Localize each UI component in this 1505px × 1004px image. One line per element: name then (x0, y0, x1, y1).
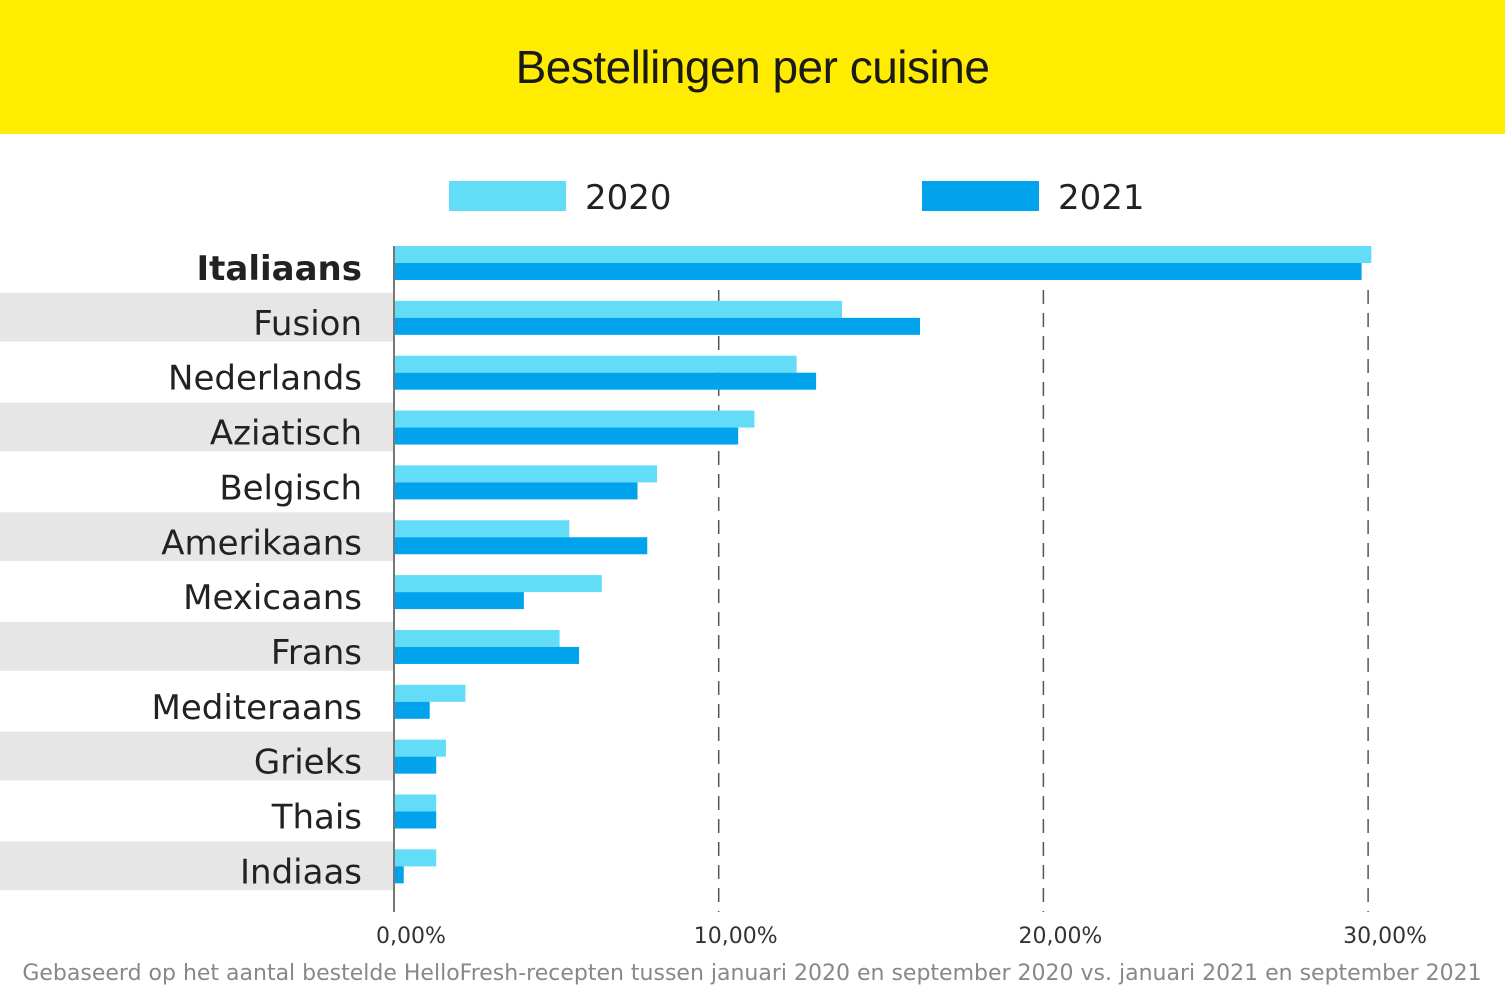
category-label: Italiaans (197, 249, 362, 289)
bar-2020-amerikaans (394, 520, 570, 538)
bar-2021-frans (394, 646, 580, 664)
category-label: Indiaas (240, 852, 362, 892)
legend-label-2020: 2020 (585, 178, 672, 218)
category-label: Frans (271, 633, 362, 673)
row-band (0, 841, 394, 891)
category-label: Fusion (253, 304, 362, 344)
row-band (0, 621, 394, 671)
x-tick-label: 30,00% (1343, 924, 1427, 949)
chart-title: Bestellingen per cuisine (515, 41, 990, 93)
legend-swatch-2020 (449, 181, 566, 211)
bar-2021-mediteraans (394, 701, 430, 719)
row-band (0, 731, 394, 781)
bar-2021-amerikaans (394, 537, 648, 555)
category-label: Belgisch (219, 468, 362, 508)
bar-2021-mexicaans (394, 592, 524, 610)
bar-2020-frans (394, 629, 560, 647)
category-label: Thais (271, 798, 362, 838)
category-label: Mexicaans (183, 578, 362, 618)
category-label: Mediteraans (152, 688, 362, 728)
category-label: Aziatisch (210, 414, 362, 454)
category-label: Grieks (254, 743, 362, 783)
bar-2020-fusion (394, 300, 843, 318)
bar-2021-belgisch (394, 482, 638, 500)
bar-2021-aziatisch (394, 427, 739, 445)
title-banner: Bestellingen per cuisine (0, 0, 1505, 134)
bar-2020-belgisch (394, 465, 658, 483)
bar-2021-indiaas (394, 866, 404, 884)
category-label: Amerikaans (161, 523, 362, 563)
bar-2020-aziatisch (394, 410, 755, 428)
bar-2020-thais (394, 794, 437, 812)
bar-2020-grieks (394, 739, 446, 757)
row-band (0, 292, 394, 342)
legend-swatch-2021 (922, 181, 1039, 211)
bar-2021-italiaans (394, 263, 1362, 280)
row-band (0, 402, 394, 452)
bar-2021-grieks (394, 756, 437, 774)
x-tick-label: 10,00% (694, 924, 778, 949)
row-band (0, 512, 394, 562)
bar-2020-nederlands (394, 355, 797, 373)
category-label: Nederlands (168, 359, 362, 399)
bar-2020-italiaans (394, 246, 1372, 263)
bar-2021-nederlands (394, 372, 817, 390)
footnote: Gebaseerd op het aantal bestelde HelloFr… (22, 961, 1481, 986)
bar-2021-fusion (394, 317, 921, 335)
x-tick-label: 0,00% (376, 924, 446, 949)
bar-2020-indiaas (394, 849, 437, 867)
x-tick-label: 20,00% (1018, 924, 1102, 949)
legend-label-2021: 2021 (1058, 178, 1145, 218)
bar-2020-mediteraans (394, 684, 466, 702)
bar-2021-thais (394, 811, 437, 829)
bar-2020-mexicaans (394, 575, 602, 593)
